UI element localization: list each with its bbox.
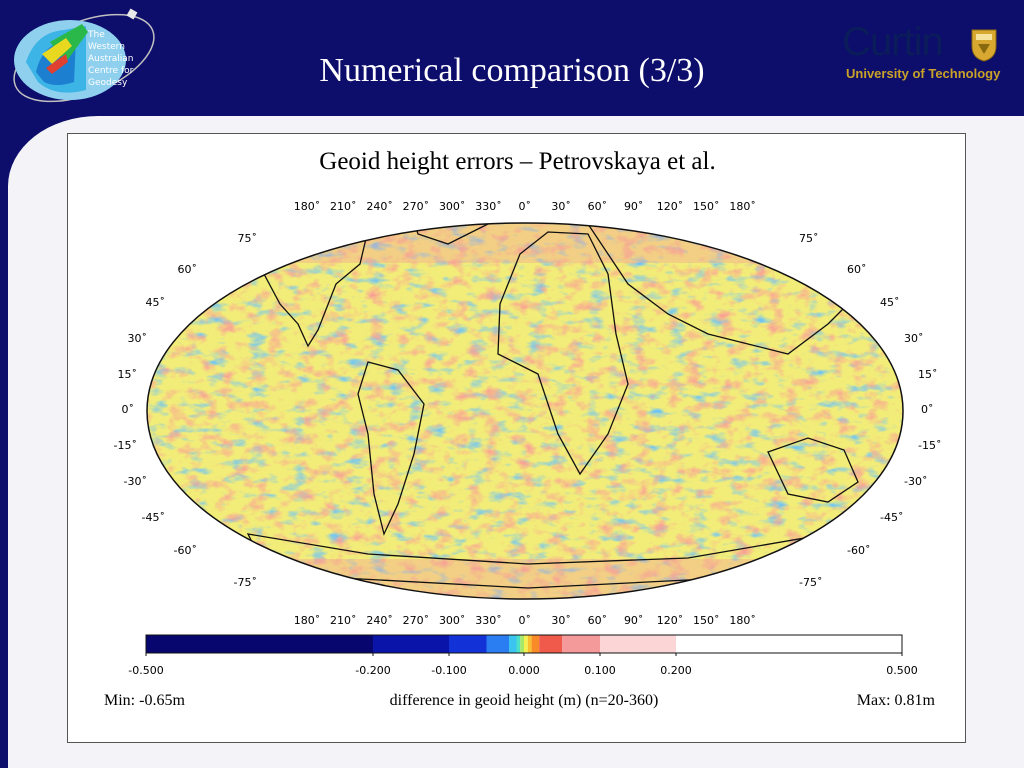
coastline [497, 231, 629, 476]
lon-label-bottom: 150˚ [693, 614, 720, 627]
colorbar-bin [516, 635, 521, 653]
colorbar-bin [676, 635, 902, 653]
colorbar-tick-label: -0.200 [355, 664, 391, 677]
lon-label-bottom: 90˚ [624, 614, 644, 627]
colorbar-bin [539, 635, 562, 653]
lon-label-top: 180˚ [294, 200, 321, 213]
colorbar [145, 634, 903, 656]
lat-label-left: 45˚ [146, 296, 166, 309]
curtin-logo: Curtin University of Technology [842, 20, 1012, 86]
colorbar-tick-label: 0.200 [660, 664, 692, 677]
lon-label-top: 90˚ [624, 200, 644, 213]
min-value-label: Min: -0.65m [104, 692, 185, 709]
lat-label-left: -75˚ [234, 576, 257, 589]
colorbar-bin [524, 635, 528, 653]
lon-label-top: 330˚ [475, 200, 502, 213]
lat-label-right: 30˚ [904, 332, 924, 345]
lat-label-left: -60˚ [174, 544, 197, 557]
colorbar-bin [527, 635, 532, 653]
wacg-line-3: Australian [88, 54, 134, 64]
lon-label-bottom: 180˚ [294, 614, 321, 627]
lon-label-top: 300˚ [439, 200, 466, 213]
colorbar-tick-label: -0.100 [431, 664, 467, 677]
lat-label-right: 45˚ [880, 296, 900, 309]
lat-label-right: -60˚ [847, 544, 870, 557]
lon-label-bottom: 240˚ [366, 614, 393, 627]
lat-label-right: 75˚ [799, 232, 819, 245]
lon-label-bottom: 330˚ [475, 614, 502, 627]
lon-label-bottom: 300˚ [439, 614, 466, 627]
coastline [357, 361, 425, 536]
lat-label-left: 30˚ [128, 332, 148, 345]
slide-title: Numerical comparison (3/3) [319, 52, 705, 89]
lon-label-top: 60˚ [588, 200, 608, 213]
colorbar-caption: difference in geoid height (m) (n=20-360… [389, 692, 659, 709]
lat-label-left: 15˚ [118, 368, 138, 381]
colorbar-bin [600, 635, 676, 653]
curtin-crest-icon [971, 29, 997, 62]
colorbar-bin [373, 635, 449, 653]
lat-label-left: 75˚ [238, 232, 258, 245]
lon-label-bottom: 270˚ [403, 614, 430, 627]
colorbar-tick-label: -0.500 [128, 664, 164, 677]
lon-label-bottom: 180˚ [729, 614, 756, 627]
max-value-label: Max: 0.81m [856, 692, 935, 709]
lat-label-right: 60˚ [847, 263, 867, 276]
lat-label-left: -15˚ [114, 439, 137, 452]
lat-label-left: 60˚ [178, 263, 198, 276]
colorbar-tick-label: 0.100 [584, 664, 616, 677]
map-field [147, 223, 903, 599]
lon-label-top: 270˚ [403, 200, 430, 213]
lon-label-top: 30˚ [551, 200, 571, 213]
lon-label-top: 150˚ [693, 200, 720, 213]
lat-label-left: 0˚ [122, 403, 135, 416]
colorbar-bin [146, 635, 373, 653]
coastline [767, 437, 859, 503]
lat-label-right: -30˚ [904, 475, 927, 488]
colorbar-bin [520, 635, 524, 653]
lon-label-top: 240˚ [366, 200, 393, 213]
wacg-line-1: The [87, 30, 105, 40]
figure-title: Geoid height errors – Petrovskaya et al. [319, 148, 716, 175]
figure-box: Geoid height errors – Petrovskaya et al.… [67, 133, 966, 743]
wacg-line-5: Geodesy [88, 78, 128, 88]
colorbar-tick-label: 0.000 [508, 664, 540, 677]
colorbar-bin [449, 635, 487, 653]
lat-label-right: -75˚ [799, 576, 822, 589]
colorbar-bin [531, 635, 540, 653]
lon-label-bottom: 0˚ [519, 614, 532, 627]
lon-label-top: 120˚ [657, 200, 684, 213]
lat-label-right: 0˚ [921, 403, 934, 416]
lon-label-bottom: 60˚ [588, 614, 608, 627]
colorbar-bin [486, 635, 509, 653]
colorbar-bin [562, 635, 600, 653]
map-border [146, 222, 904, 600]
wacg-line-2: Western [88, 42, 125, 52]
satellite-orbit-logo-icon: The Western Australian Centre for Geodes… [13, 8, 155, 103]
lat-label-left: -45˚ [142, 511, 165, 524]
lat-label-right: -45˚ [880, 511, 903, 524]
curtin-subtitle: University of Technology [846, 66, 1001, 81]
lon-label-top: 0˚ [519, 200, 532, 213]
colorbar-tick-label: 0.500 [886, 664, 918, 677]
lon-label-bottom: 210˚ [330, 614, 357, 627]
lon-label-bottom: 30˚ [551, 614, 571, 627]
lon-label-top: 210˚ [330, 200, 357, 213]
wacg-logo: The Western Australian Centre for Geodes… [6, 2, 166, 108]
lon-label-bottom: 120˚ [657, 614, 684, 627]
lon-label-top: 180˚ [729, 200, 756, 213]
geoid-error-map: 180˚ 180˚ 210˚ 210˚ 240˚ 240˚ 270˚ 270˚ 300˚ 300˚… [114, 200, 941, 656]
wacg-line-4: Centre for [88, 66, 134, 76]
lat-label-right: 15˚ [918, 368, 938, 381]
colorbar-bin [509, 635, 517, 653]
lat-label-left: -30˚ [124, 475, 147, 488]
curtin-name: Curtin [842, 20, 944, 64]
lat-label-right: -15˚ [918, 439, 941, 452]
